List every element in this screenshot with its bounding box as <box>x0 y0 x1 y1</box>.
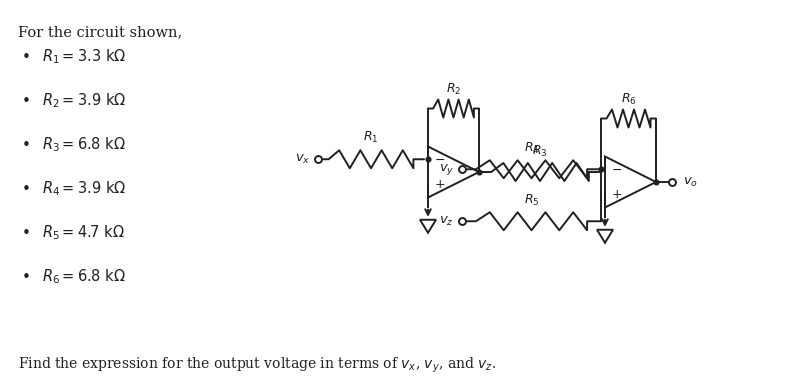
Text: •: • <box>22 269 31 284</box>
Text: $R_5 = 4.7\ \mathrm{k\Omega}$: $R_5 = 4.7\ \mathrm{k\Omega}$ <box>42 224 125 242</box>
Text: $R_6$: $R_6$ <box>621 91 636 106</box>
Text: Find the expression for the output voltage in terms of $v_x$, $v_y$, and $v_z$.: Find the expression for the output volta… <box>18 355 497 375</box>
Text: •: • <box>22 94 31 108</box>
Text: $R_1$: $R_1$ <box>364 130 379 145</box>
Text: •: • <box>22 50 31 65</box>
Text: $+$: $+$ <box>611 188 623 201</box>
Text: $+$: $+$ <box>434 178 445 191</box>
Text: •: • <box>22 226 31 240</box>
Text: $R_2 = 3.9\ \mathrm{k\Omega}$: $R_2 = 3.9\ \mathrm{k\Omega}$ <box>42 92 126 110</box>
Text: $R_6 = 6.8\ \mathrm{k\Omega}$: $R_6 = 6.8\ \mathrm{k\Omega}$ <box>42 268 126 286</box>
Text: $v_z$: $v_z$ <box>439 215 454 228</box>
Text: $v_o$: $v_o$ <box>683 175 698 188</box>
Text: $R_4 = 3.9\ \mathrm{k\Omega}$: $R_4 = 3.9\ \mathrm{k\Omega}$ <box>42 180 126 199</box>
Text: $R_4$: $R_4$ <box>524 141 539 156</box>
Text: •: • <box>22 137 31 152</box>
Text: $R_3$: $R_3$ <box>532 144 548 159</box>
Text: $R_5$: $R_5$ <box>524 193 539 208</box>
Text: $-$: $-$ <box>611 163 623 176</box>
Text: $R_3 = 6.8\ \mathrm{k\Omega}$: $R_3 = 6.8\ \mathrm{k\Omega}$ <box>42 136 126 154</box>
Text: For the circuit shown,: For the circuit shown, <box>18 25 182 39</box>
Text: $R_1 = 3.3\ \mathrm{k\Omega}$: $R_1 = 3.3\ \mathrm{k\Omega}$ <box>42 48 126 66</box>
Text: $v_x$: $v_x$ <box>295 153 310 166</box>
Text: $v_y$: $v_y$ <box>439 162 454 177</box>
Text: $-$: $-$ <box>434 153 445 166</box>
Text: $R_2$: $R_2$ <box>446 81 461 96</box>
Text: •: • <box>22 182 31 197</box>
